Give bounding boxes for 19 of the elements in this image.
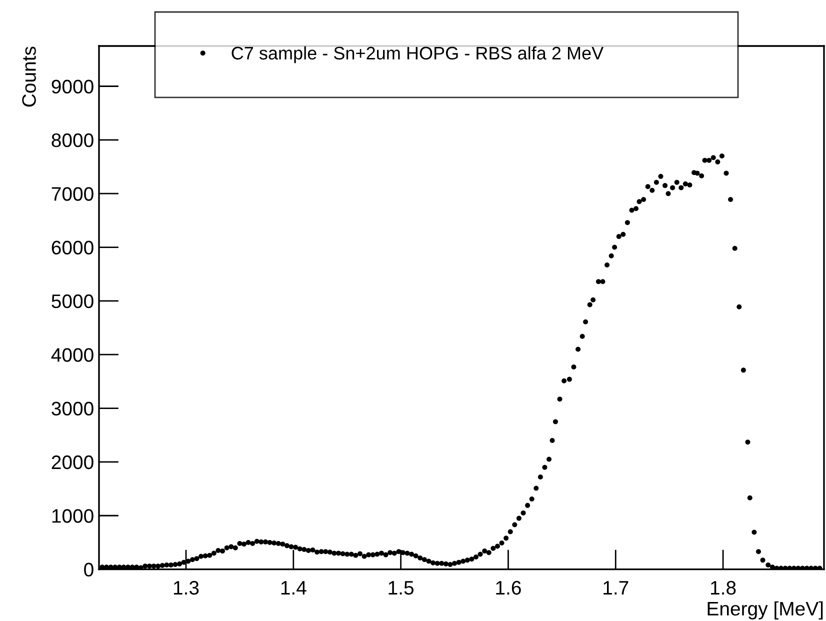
y-tick-label: 4000	[51, 348, 94, 362]
y-tick-label: 0	[84, 562, 94, 577]
x-tick-label: 1.3	[174, 580, 199, 595]
x-axis-title: Energy [MeV]	[708, 601, 823, 620]
y-axis-title: Counts	[22, 46, 36, 107]
y-tick-label: 3000	[52, 402, 94, 416]
x-tick-label: 1.5	[388, 581, 414, 595]
y-tick-label: 6000	[52, 240, 94, 255]
x-tick-label: 1.8	[711, 580, 736, 595]
x-tick-label: 1.7	[604, 581, 628, 594]
y-tick-label: 2000	[52, 455, 94, 470]
y-tick-label: 8000	[52, 133, 94, 148]
y-tick-label: 9000	[52, 80, 94, 94]
y-tick-label: 7000	[52, 187, 94, 201]
x-tick-label: 1.6	[496, 580, 521, 595]
y-tick-label: 1000	[52, 509, 94, 523]
legend-label: C7 sample - Sn+2um HOPG - RBS alfa 2 MeV	[232, 46, 604, 64]
x-tick-label: 1.4	[281, 581, 306, 594]
y-tick-label: 5000	[52, 294, 94, 308]
